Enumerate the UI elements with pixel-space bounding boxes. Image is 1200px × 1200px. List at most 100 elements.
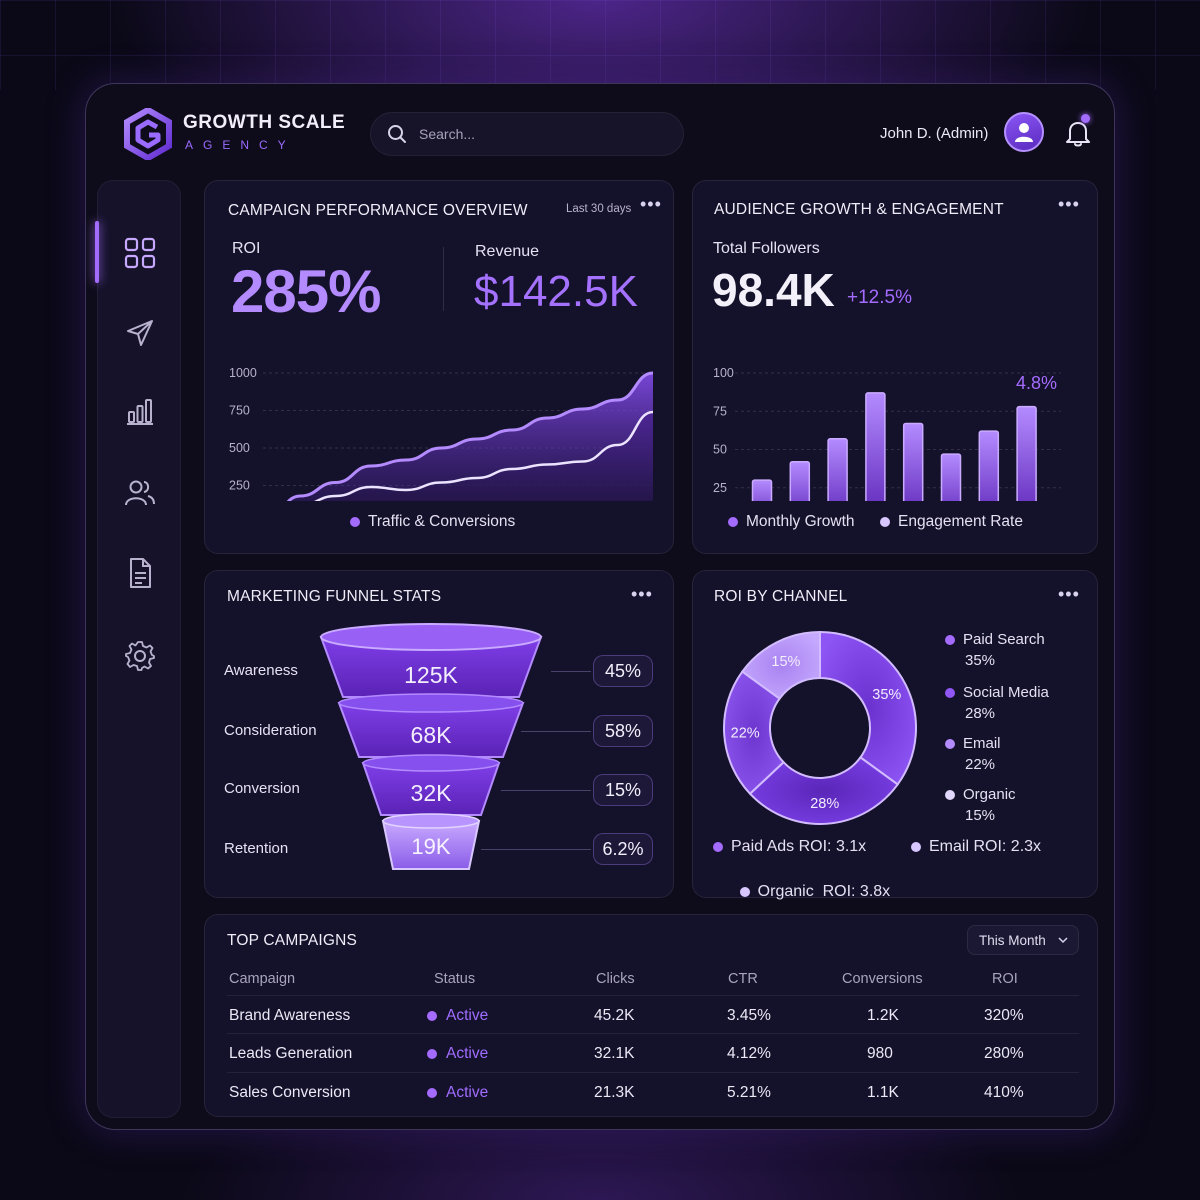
summary-text: Paid Ads ROI: 3.1x [731,838,867,855]
funnel-value: 68K [411,722,453,748]
donut-slice [740,630,821,701]
search-input[interactable] [419,126,659,142]
gear-icon [125,641,155,671]
bar [865,392,886,501]
roi-label: ROI [232,240,261,257]
dashboard-grid-icon [124,237,156,269]
y-tick-label: 25 [713,481,727,495]
bar [902,422,924,501]
ctr: 3.45% [727,1007,771,1024]
sidebar-item-settings[interactable] [118,634,162,678]
more-options-button[interactable]: ••• [640,194,662,214]
audience-growth-card: AUDIENCE GROWTH & ENGAGEMENT ••• Total F… [692,180,1098,554]
user-icon [1015,123,1033,142]
column-header: Status [434,971,476,987]
area-fill-conversions [316,412,653,501]
series-line-conversions [314,410,654,501]
more-options-button[interactable]: ••• [1058,584,1080,604]
slice-label: 28% [810,796,839,812]
connector-line [501,790,591,791]
card-title: MARKETING FUNNEL STATS [227,588,442,605]
legend-dot [880,516,890,527]
legend-value: 28% [965,705,996,722]
sidebar-item-analytics[interactable] [118,389,162,433]
followers-value: 98.4K [712,264,835,316]
y-tick-label: 75 [713,404,727,418]
legend-email: Email 22% [945,733,1001,775]
funnel-rim [362,754,500,772]
y-tick-label: 1000 [229,366,257,380]
funnel-stage-label: Awareness [224,662,298,679]
funnel-stage-label: Conversion [224,780,300,797]
bar [827,438,848,501]
logo-icon [124,108,172,160]
legend-label: Email [963,735,1001,752]
roi: 410% [984,1084,1024,1101]
more-options-button[interactable]: ••• [1058,194,1080,214]
ctr: 5.21% [727,1084,771,1101]
column-header: ROI [992,971,1018,987]
divider [443,247,444,311]
status-badge: Active [427,1084,488,1102]
followers-label: Total Followers [713,240,820,257]
status-badge: Active [427,1007,488,1025]
funnel-value: 125K [404,662,458,688]
legend-value: 35% [965,652,996,669]
chevron-down-icon [1058,937,1068,944]
donut-slice [748,755,900,825]
bell-icon[interactable] [1064,118,1092,148]
funnel-rim [382,813,480,829]
column-header: CTR [728,971,758,987]
column-header: Campaign [229,971,296,987]
card-title: TOP CAMPAIGNS [227,932,358,949]
legend-value: 15% [965,807,996,824]
card-title: ROI BY CHANNEL [714,588,848,605]
marketing-funnel-card: MARKETING FUNNEL STATS ••• Awareness Con… [204,570,674,898]
legend-dot [945,688,955,699]
summary-email: Email ROI: 2.3x [911,838,1041,856]
legend-social-media: Social Media 28% [945,682,1049,724]
sidebar-item-audience[interactable] [118,471,162,515]
campaign-name: Brand Awareness [229,1007,351,1024]
clicks: 45.2K [594,1007,635,1024]
row-divider [227,995,1079,996]
column-header: Conversions [842,971,923,987]
avatar[interactable] [1004,112,1044,152]
funnel-percentage: 15% [593,774,653,806]
roi: 320% [984,1007,1024,1024]
ctr: 4.12% [727,1045,771,1062]
brand-subtitle: AGENCY [185,138,296,152]
background-grid [0,0,1200,90]
legend-label: Monthly Growth [746,513,855,530]
bar [1016,405,1037,501]
funnel-value: 32K [411,780,453,806]
legend-monthly-growth: Monthly Growth [728,513,855,531]
revenue-label: Revenue [475,243,540,260]
legend-dot [911,841,921,852]
legend-dot [728,516,738,527]
y-tick-label: 100 [713,366,734,380]
roi-value: 285% [231,258,381,325]
sidebar-item-dashboard[interactable] [118,231,162,275]
bar [751,479,773,501]
funnel-percentage: 58% [593,715,653,747]
traffic-area-chart: 10007505002500 [229,366,654,501]
sidebar-item-reports[interactable] [118,551,162,595]
conversions: 1.2K [867,1007,899,1024]
funnel-percentage: 6.2% [593,833,653,865]
period-dropdown[interactable]: This Month [967,925,1079,955]
connector-line [521,731,591,732]
conversions: 1.1K [867,1084,899,1101]
more-options-button[interactable]: ••• [631,584,653,604]
slice-label: 22% [731,726,760,742]
status-badge: Active [427,1045,488,1063]
funnel-stage-label: Consideration [224,722,317,739]
search-bar[interactable] [370,112,684,156]
legend-value: 22% [965,756,996,773]
sidebar-item-campaigns[interactable] [118,311,162,355]
legend-dot [945,739,955,750]
engagement-rate-annotation: 4.8% [1016,373,1057,393]
donut-slice [723,670,785,796]
y-tick-label: 500 [229,441,250,455]
clicks: 32.1K [594,1045,635,1062]
